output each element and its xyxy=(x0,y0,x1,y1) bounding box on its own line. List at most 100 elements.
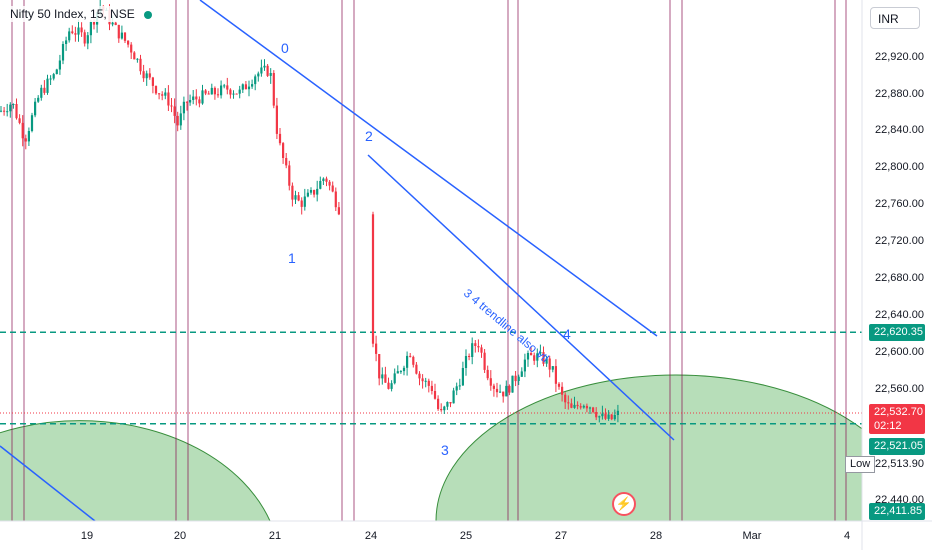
y-tick-label: 22,720.00 xyxy=(875,235,924,247)
candle-body xyxy=(480,347,483,353)
candle-body xyxy=(409,355,412,357)
candle-body xyxy=(226,85,229,90)
candle-body xyxy=(12,104,15,105)
candle-body xyxy=(18,118,21,123)
candle-body xyxy=(561,386,564,395)
candle-body xyxy=(288,165,291,186)
candle-body xyxy=(92,21,96,25)
candle-body xyxy=(220,85,223,96)
candle-body xyxy=(517,376,520,381)
candle-body xyxy=(210,87,213,95)
candle-body xyxy=(415,364,418,374)
candle-body xyxy=(229,89,232,95)
candle-body xyxy=(27,131,30,142)
candle-body xyxy=(61,44,65,61)
candle-body xyxy=(328,181,331,186)
y-tick-label: 22,600.00 xyxy=(875,346,924,358)
candle-body xyxy=(0,110,3,112)
candle-body xyxy=(595,412,598,418)
wave-label-4[interactable]: 4 xyxy=(563,326,571,342)
x-tick-label: 27 xyxy=(555,530,567,542)
candle-body xyxy=(322,178,325,181)
candle-body xyxy=(21,122,24,139)
x-tick-label: 28 xyxy=(650,530,662,542)
candle-body xyxy=(173,106,176,116)
candle-body xyxy=(319,181,322,189)
candle-body xyxy=(247,86,251,90)
candle-body xyxy=(585,405,588,409)
x-tick-label: Mar xyxy=(743,530,762,542)
candle-body xyxy=(133,52,136,60)
candle-body xyxy=(294,195,297,200)
symbol-title-text: Nifty 50 Index, 15, NSE xyxy=(10,7,135,21)
candle-body xyxy=(381,374,384,379)
candle-body xyxy=(3,110,6,112)
candle-body xyxy=(15,104,18,119)
candle-body xyxy=(282,143,285,158)
candle-body xyxy=(278,133,282,144)
cycle-arc-left[interactable] xyxy=(0,420,271,521)
candle-body xyxy=(483,352,486,370)
candle-body xyxy=(232,93,235,95)
candle-body xyxy=(114,22,117,25)
candle-body xyxy=(158,93,161,95)
candle-body xyxy=(244,84,247,90)
candle-body xyxy=(65,40,68,44)
candle-body xyxy=(461,368,464,386)
candle-body xyxy=(582,405,585,408)
candle-body xyxy=(433,391,437,399)
trendline-2-4 xyxy=(367,154,675,441)
candle-body xyxy=(499,391,502,393)
candle-body xyxy=(40,87,43,98)
wave-label-0[interactable]: 0 xyxy=(281,40,289,56)
wave-label-1[interactable]: 1 xyxy=(288,250,296,266)
candle-body xyxy=(486,369,489,379)
candle-body xyxy=(393,373,396,384)
wave-label-3[interactable]: 3 xyxy=(441,442,449,458)
candle-body xyxy=(573,404,576,408)
candle-body xyxy=(303,196,306,207)
candle-body xyxy=(77,27,80,35)
candle-body xyxy=(511,375,514,393)
x-tick-label: 20 xyxy=(174,530,186,542)
candle-body xyxy=(396,371,399,374)
x-tick-label: 24 xyxy=(365,530,377,542)
candle-body xyxy=(427,380,430,386)
y-tick-label: 22,880.00 xyxy=(875,88,924,100)
candle-body xyxy=(592,407,595,412)
currency-selector[interactable]: INR xyxy=(870,7,920,29)
candle-body xyxy=(607,414,610,419)
candle-body xyxy=(306,192,309,197)
symbol-title[interactable]: Nifty 50 Index, 15, NSE xyxy=(6,6,157,22)
lightning-icon[interactable]: ⚡ xyxy=(612,492,636,516)
candle-body xyxy=(223,85,226,87)
last-price: 22,532.70 xyxy=(874,406,923,418)
candle-body xyxy=(579,406,582,408)
candle-body xyxy=(139,58,142,72)
candle-body xyxy=(371,214,375,344)
candle-body xyxy=(291,185,294,200)
market-status-dot xyxy=(144,10,153,19)
candle-body xyxy=(170,105,173,107)
candle-body xyxy=(6,111,9,113)
candle-body xyxy=(474,343,477,346)
candle-body xyxy=(418,373,421,379)
candle-body xyxy=(58,60,61,70)
candle-body xyxy=(526,353,530,360)
candle-body xyxy=(325,178,328,182)
candle-body xyxy=(533,355,536,361)
candle-body xyxy=(440,409,443,411)
wave-label-2[interactable]: 2 xyxy=(365,128,373,144)
candle-body xyxy=(238,89,241,94)
candle-body xyxy=(251,84,254,87)
candle-body xyxy=(554,366,557,384)
candle-body xyxy=(610,414,613,420)
candle-body xyxy=(421,378,424,382)
candle-body xyxy=(216,94,220,96)
y-tick-label: 22,680.00 xyxy=(875,272,924,284)
price-badge-upper-level: 22,620.35 xyxy=(869,324,925,341)
candle-body xyxy=(313,190,316,195)
candle-body xyxy=(576,404,579,407)
